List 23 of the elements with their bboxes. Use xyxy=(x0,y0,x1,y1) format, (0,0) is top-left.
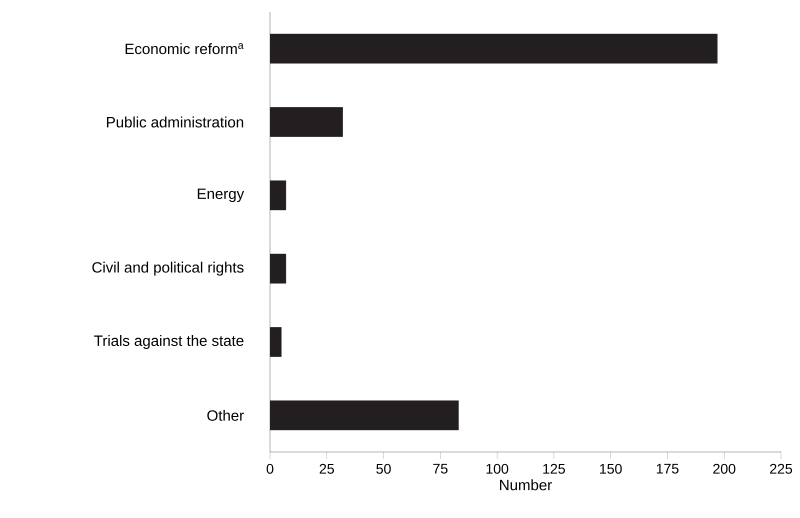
bar xyxy=(270,327,282,357)
y-tick-label: Civil and political rights xyxy=(92,262,244,276)
x-axis-title: Number xyxy=(500,479,552,490)
x-tick-label: 50 xyxy=(376,464,391,474)
bar xyxy=(270,180,286,210)
x-tick-label: 75 xyxy=(433,464,448,474)
bar xyxy=(270,254,286,284)
x-tick-label: 150 xyxy=(600,464,622,474)
y-tick-label: Energy xyxy=(198,188,244,202)
x-tick-label: 25 xyxy=(320,464,334,474)
x-tick-label: 225 xyxy=(770,464,792,474)
x-tick-label: 175 xyxy=(656,464,679,474)
y-tick-label: Trials against the state xyxy=(94,335,244,349)
x-tick-label: 100 xyxy=(486,464,508,474)
bar xyxy=(270,34,718,64)
y-tick-label: Other xyxy=(207,410,244,421)
x-tick-label: 0 xyxy=(266,464,274,474)
bar xyxy=(270,400,459,430)
x-tick-label: 125 xyxy=(543,464,565,474)
x-tick-label: 200 xyxy=(713,464,736,474)
y-tick-label: Economic reform$^{a}$ xyxy=(126,43,244,54)
y-tick-label: Public administration xyxy=(106,116,244,128)
bar xyxy=(270,107,343,137)
